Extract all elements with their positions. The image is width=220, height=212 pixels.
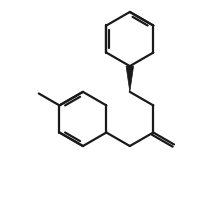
Polygon shape xyxy=(126,66,134,92)
